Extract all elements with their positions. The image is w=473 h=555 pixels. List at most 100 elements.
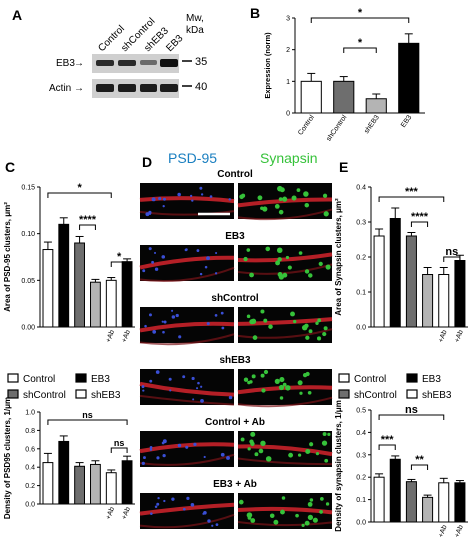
y-tick-label: 0.0 (25, 502, 35, 509)
puncta (305, 371, 310, 377)
dendrite (139, 266, 235, 283)
puncta (290, 311, 295, 317)
puncta (260, 309, 265, 314)
chart-e-density: 0.0 0.1 0.2 0.3 0.4 0.5 Density of synapsin cl… (334, 400, 468, 539)
chart-c-density: 0.0 0.2 0.4 0.6 0.8 1.0 Density of PSD95 clust… (3, 397, 135, 521)
puncta (220, 452, 225, 457)
puncta (200, 385, 203, 388)
y-tick-label: 0.4 (356, 185, 366, 192)
puncta (322, 432, 327, 437)
legend-swatch (406, 389, 418, 399)
x-tick-label: +Ab (121, 329, 132, 343)
y-tick-label: 2 (286, 47, 290, 54)
y-tick-label: 0.2 (356, 255, 366, 262)
puncta (142, 269, 146, 273)
puncta (250, 318, 257, 325)
bar (74, 465, 85, 505)
puncta (321, 440, 328, 446)
puncta (203, 455, 206, 459)
bar (373, 235, 385, 328)
bar (389, 218, 401, 328)
significance-label: * (77, 182, 82, 194)
puncta (323, 326, 328, 331)
legend-swatch (7, 389, 19, 399)
puncta (257, 195, 263, 201)
puncta (186, 496, 190, 500)
y-axis-label: Area of Synapsin clusters, μm² (334, 198, 343, 316)
puncta (307, 514, 314, 521)
x-tick-label: EB3 (400, 114, 413, 129)
band (96, 84, 114, 92)
puncta (307, 501, 313, 507)
panel-letter-e: E (339, 159, 348, 175)
dendrite (237, 385, 333, 395)
puncta (249, 380, 253, 384)
puncta (278, 209, 284, 215)
puncta (285, 255, 290, 260)
puncta (196, 387, 199, 390)
bar (422, 274, 434, 328)
bar (58, 223, 70, 328)
significance-bracket (378, 414, 445, 420)
puncta (211, 524, 214, 527)
western-blot: A Control shControl shEB3 EB3 Mw, kDa EB… (12, 7, 207, 98)
puncta (243, 377, 249, 382)
puncta (175, 313, 179, 318)
puncta (279, 377, 285, 383)
mw-value-actin: 40 (195, 81, 207, 93)
puncta (265, 456, 272, 462)
puncta (154, 267, 159, 271)
puncta (169, 389, 172, 392)
puncta (282, 382, 287, 387)
puncta (163, 499, 166, 503)
y-tick-label: 0.15 (21, 185, 35, 192)
puncta (291, 195, 297, 201)
puncta (150, 512, 153, 516)
puncta (278, 197, 283, 202)
significance-bracket (79, 224, 96, 230)
puncta (143, 456, 146, 460)
puncta (240, 437, 245, 442)
puncta (162, 197, 166, 201)
y-axis-label: Density of synapsin clusters, 1/μm (334, 400, 343, 532)
puncta (199, 186, 203, 190)
puncta (247, 516, 252, 520)
puncta (177, 443, 182, 448)
significance-label: *** (405, 186, 419, 198)
puncta (228, 198, 231, 201)
puncta (297, 380, 303, 386)
significance-label: * (117, 251, 122, 263)
x-tick-label: +Ab (438, 524, 449, 538)
dendrite (139, 442, 235, 454)
puncta (275, 260, 281, 266)
legend-label: shControl (23, 390, 66, 401)
legend: Control EB3 shControl shEB3 (7, 373, 121, 401)
puncta (277, 272, 283, 277)
dendrite (139, 321, 235, 333)
bar (105, 279, 117, 328)
significance-label: ns (114, 438, 125, 448)
puncta (193, 442, 197, 446)
puncta (288, 452, 294, 458)
y-tick-label: 1.0 (25, 410, 35, 417)
puncta (190, 503, 195, 507)
blot-row-label-actin: Actin (49, 83, 71, 94)
synapsin-image (237, 245, 333, 281)
puncta (304, 202, 310, 208)
dendrite (139, 453, 235, 466)
puncta (325, 502, 330, 506)
puncta (296, 188, 301, 192)
x-tick-label: +Ab (105, 506, 116, 520)
legend-swatch (338, 373, 350, 383)
puncta (204, 265, 208, 269)
bar (438, 482, 450, 523)
puncta (239, 194, 244, 200)
puncta (260, 373, 265, 378)
puncta (182, 507, 186, 511)
dendrite (139, 394, 235, 406)
puncta (215, 252, 218, 255)
puncta (322, 331, 327, 337)
y-tick-label: 0.5 (356, 408, 366, 415)
y-tick-label: 0.1 (356, 290, 366, 297)
